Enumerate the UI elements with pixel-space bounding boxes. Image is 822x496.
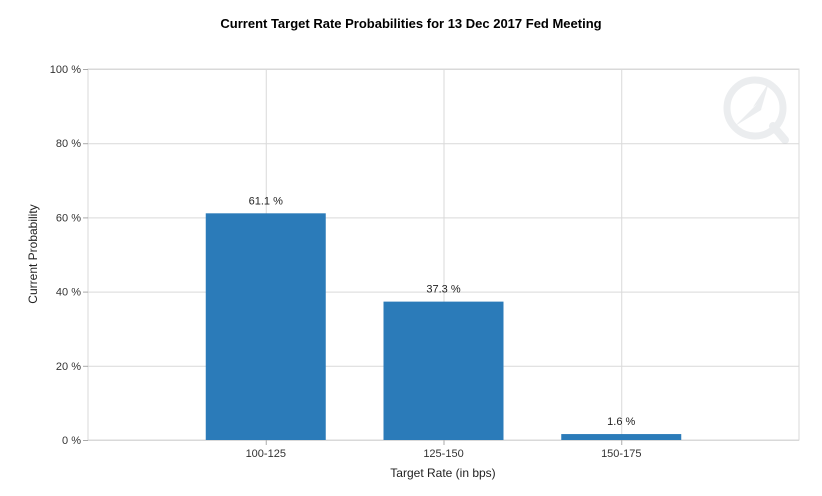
quikstrike-logo-icon: [723, 76, 789, 144]
chart-title: Current Target Rate Probabilities for 13…: [220, 16, 601, 31]
x-tick-label-100-125: 100-125: [246, 448, 286, 460]
y-tick-label: 0 %: [62, 435, 81, 447]
y-tick-label: 20 %: [56, 361, 81, 373]
x-tick-label-125-150: 125-150: [423, 448, 463, 460]
y-tick-label: 80 %: [56, 138, 81, 150]
x-tick-label-150-175: 150-175: [601, 448, 641, 460]
bar-150-175: [561, 434, 682, 440]
bar-100-125: [205, 213, 326, 440]
y-axis-title: Current Probability: [26, 204, 40, 303]
y-tick-label: 100 %: [50, 64, 81, 76]
data-label-150-175: 1.6 %: [607, 416, 635, 428]
data-label-125-150: 37.3 %: [426, 284, 460, 296]
y-ticks: 0 % 20 % 40 % 60 % 80 % 100 %: [50, 64, 88, 447]
x-ticks: 100-125 125-150 150-175: [246, 440, 641, 460]
data-label-100-125: 61.1 %: [249, 195, 283, 207]
y-tick-label: 60 %: [56, 212, 81, 224]
y-tick-label: 40 %: [56, 287, 81, 299]
x-axis-title: Target Rate (in bps): [390, 466, 495, 480]
bar-125-150: [383, 301, 504, 440]
bars: 61.1 % 37.3 % 1.6 %: [205, 195, 682, 440]
